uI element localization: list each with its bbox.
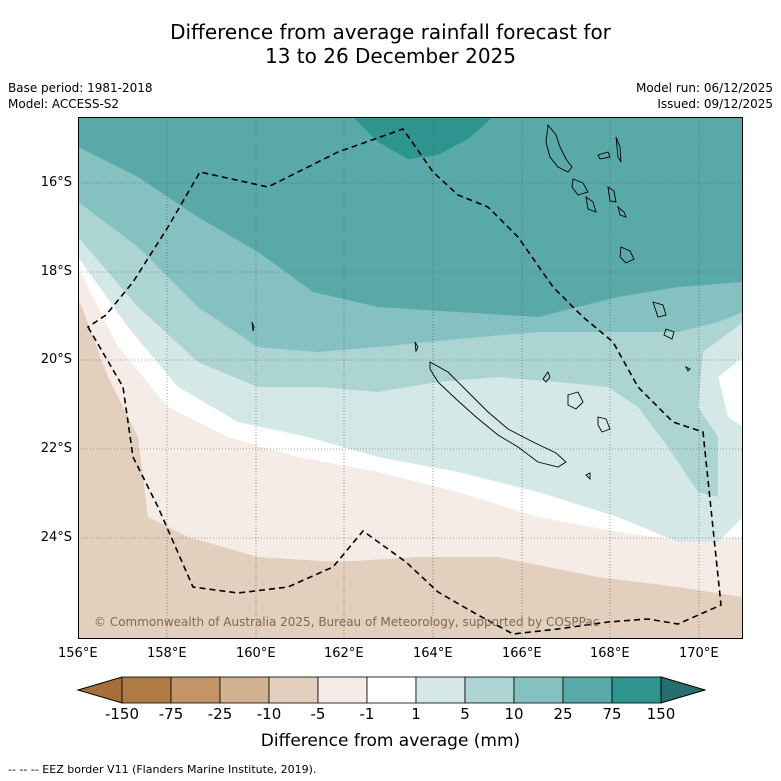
- chart-title-line1: Difference from average rainfall forecas…: [170, 20, 611, 44]
- colorbar-swatch: [317, 676, 368, 704]
- vanuatu-outline: [545, 123, 573, 173]
- lon-label-166e: 166°E: [502, 646, 542, 661]
- rainfall-map: © Commonwealth of Australia 2025, Bureau…: [78, 117, 743, 639]
- colorbar-right-extend: [660, 676, 706, 704]
- colorbar-swatch: [121, 676, 172, 704]
- colorbar: [76, 676, 706, 704]
- lon-label-156e: 156°E: [58, 646, 98, 661]
- lat-label-16s: 16°S: [40, 175, 72, 190]
- cb-label-neg25: -25: [207, 705, 233, 723]
- colorbar-swatch: [170, 676, 221, 704]
- cb-label-75: 75: [602, 705, 622, 723]
- colorbar-swatch: [464, 676, 515, 704]
- colorbar-swatch: [366, 676, 417, 704]
- colorbar-left-extend: [76, 676, 123, 704]
- colorbar-swatch: [219, 676, 270, 704]
- map-copyright: © Commonwealth of Australia 2025, Bureau…: [94, 615, 599, 629]
- eez-footnote: -- -- -- EEZ border V11 (Flanders Marine…: [8, 763, 317, 776]
- lon-label-170e: 170°E: [679, 646, 719, 661]
- colorbar-swatch: [513, 676, 564, 704]
- cb-label-150: 150: [646, 705, 676, 723]
- lon-label-168e: 168°E: [590, 646, 630, 661]
- lon-label-162e: 162°E: [324, 646, 364, 661]
- lat-label-22s: 22°S: [40, 441, 72, 456]
- cb-label-neg5: -5: [310, 705, 326, 723]
- colorbar-swatch: [415, 676, 466, 704]
- lon-label-158e: 158°E: [147, 646, 187, 661]
- band-25-75: [78, 117, 743, 317]
- base-period: Base period: 1981-2018: [8, 81, 153, 95]
- new-caledonia-outline: [429, 361, 567, 468]
- cb-label-neg150: -150: [104, 705, 140, 723]
- issued-date: Issued: 09/12/2025: [657, 97, 773, 111]
- cb-label-neg75: -75: [158, 705, 184, 723]
- lat-label-20s: 20°S: [40, 352, 72, 367]
- model-name: Model: ACCESS-S2: [8, 97, 120, 111]
- cb-label-neg1: -1: [359, 705, 375, 723]
- cb-label-10: 10: [504, 705, 524, 723]
- lat-label-24s: 24°S: [40, 530, 72, 545]
- cb-label-25: 25: [553, 705, 573, 723]
- cb-label-1: 1: [411, 705, 421, 723]
- lon-label-160e: 160°E: [236, 646, 276, 661]
- eez-border: [86, 128, 722, 635]
- band-75-150: [353, 117, 493, 159]
- cb-label-neg10: -10: [256, 705, 282, 723]
- lon-label-164e: 164°E: [413, 646, 453, 661]
- colorbar-swatch: [268, 676, 319, 704]
- model-run: Model run: 06/12/2025: [635, 81, 773, 95]
- colorbar-swatch: [611, 676, 662, 704]
- lat-label-18s: 18°S: [40, 264, 72, 279]
- colorbar-title: Difference from average (mm): [260, 731, 521, 751]
- chart-title-line2: 13 to 26 December 2025: [264, 44, 516, 68]
- colorbar-swatch: [562, 676, 613, 704]
- cb-label-5: 5: [460, 705, 470, 723]
